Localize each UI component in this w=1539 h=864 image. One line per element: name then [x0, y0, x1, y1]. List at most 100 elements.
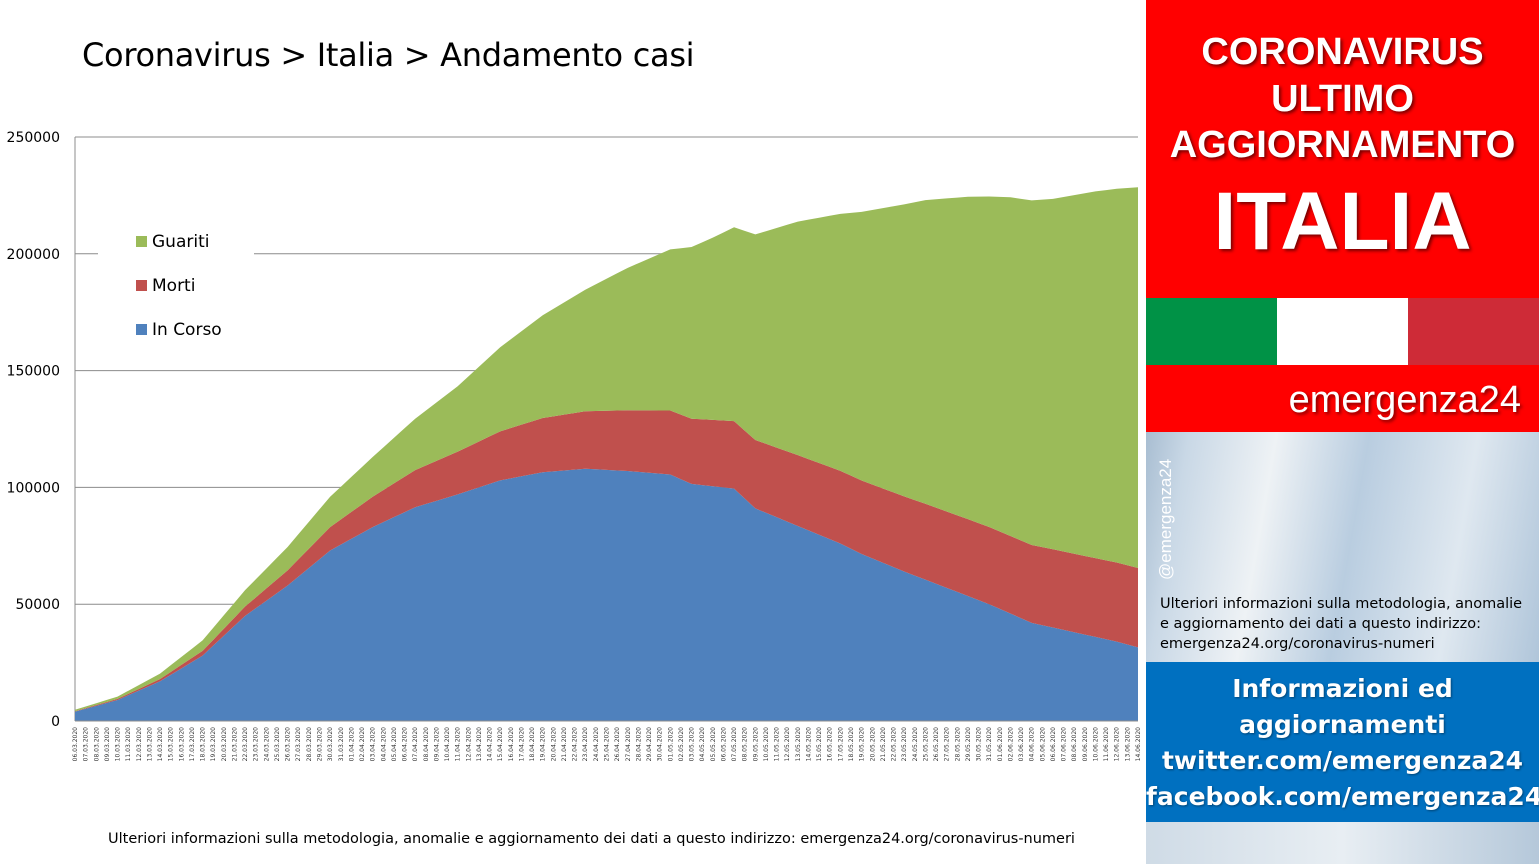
x-tick-label: 07.06.2020 [1061, 727, 1068, 762]
twitter-handle: @emergenza24 [1156, 458, 1175, 580]
x-tick-label: 29.04.2020 [646, 727, 653, 762]
legend-label: Morti [152, 276, 195, 296]
x-tick-label: 11.03.2020 [125, 727, 132, 762]
x-tick-label: 11.06.2020 [1103, 727, 1110, 762]
x-tick-label: 14.06.2020 [1135, 727, 1142, 762]
brand-bar: emergenza24 [1146, 365, 1539, 432]
x-tick-label: 19.04.2020 [540, 727, 547, 762]
legend-box [98, 218, 254, 346]
facebook-link[interactable]: facebook.com/emergenza24 [1146, 782, 1539, 811]
info-sidebar: CORONAVIRUS ULTIMO AGGIORNAMENTO ITALIA … [1146, 0, 1539, 864]
x-tick-label: 19.03.2020 [210, 727, 217, 762]
x-tick-label: 18.05.2020 [848, 727, 855, 762]
x-tick-label: 15.04.2020 [497, 727, 504, 762]
x-tick-label: 24.04.2020 [593, 727, 600, 762]
x-tick-label: 25.04.2020 [604, 727, 611, 762]
x-tick-label: 20.03.2020 [221, 727, 228, 762]
x-tick-label: 30.03.2020 [327, 727, 334, 762]
x-tick-label: 20.05.2020 [869, 727, 876, 762]
flag-green-band [1146, 298, 1277, 365]
y-tick-label: 100000 [7, 480, 60, 496]
x-tick-label: 25.03.2020 [274, 727, 281, 762]
x-tick-label: 14.04.2020 [487, 727, 494, 762]
y-tick-label: 0 [51, 714, 60, 730]
x-tick-label: 04.06.2020 [1029, 727, 1036, 762]
twitter-link[interactable]: twitter.com/emergenza24 [1161, 746, 1524, 775]
y-tick-label: 250000 [7, 130, 60, 146]
x-tick-label: 07.05.2020 [731, 727, 738, 762]
x-tick-label: 12.04.2020 [465, 727, 472, 762]
sidebar-note: Ulteriori informazioni sulla metodologia… [1160, 594, 1535, 654]
flag-white-band [1277, 298, 1408, 365]
x-tick-label: 02.06.2020 [1007, 727, 1014, 762]
x-tick-label: 17.05.2020 [837, 727, 844, 762]
y-tick-label: 50000 [15, 597, 60, 613]
x-tick-label: 05.04.2020 [391, 727, 398, 762]
headline-italia: ITALIA [1213, 176, 1472, 267]
x-tick-label: 04.05.2020 [699, 727, 706, 762]
x-tick-label: 08.05.2020 [742, 727, 749, 762]
x-tick-label: 28.05.2020 [954, 727, 961, 762]
x-tick-label: 02.04.2020 [359, 727, 366, 762]
legend-label: Guariti [152, 232, 209, 252]
x-tick-label: 21.04.2020 [561, 727, 568, 762]
x-tick-label: 13.06.2020 [1124, 727, 1131, 762]
sidebar-note-line: Ulteriori informazioni sulla metodologia… [1160, 596, 1523, 612]
x-tick-label: 10.06.2020 [1092, 727, 1099, 762]
x-tick-label: 07.04.2020 [412, 727, 419, 762]
footnote: Ulteriori informazioni sulla metodologia… [108, 831, 1075, 847]
x-tick-label: 27.03.2020 [295, 727, 302, 762]
x-tick-label: 23.04.2020 [582, 727, 589, 762]
area-morti [75, 410, 1138, 712]
x-tick-label: 03.05.2020 [689, 727, 696, 762]
headline-ultimo: ULTIMO [1271, 78, 1414, 120]
chart-title: Coronavirus > Italia > Andamento casi [82, 36, 695, 74]
background-strip [1146, 822, 1539, 864]
x-tick-label: 22.04.2020 [572, 727, 579, 762]
x-tick-label: 26.05.2020 [933, 727, 940, 762]
headline-block: CORONAVIRUS ULTIMO AGGIORNAMENTO ITALIA [1146, 0, 1539, 298]
x-tick-label: 16.03.2020 [178, 727, 185, 762]
x-tick-label: 17.04.2020 [518, 727, 525, 762]
x-tick-label: 28.03.2020 [306, 727, 313, 762]
x-tick-label: 21.03.2020 [231, 727, 238, 762]
x-tick-label: 10.04.2020 [444, 727, 451, 762]
x-tick-label: 02.05.2020 [678, 727, 685, 762]
x-tick-label: 15.05.2020 [816, 727, 823, 762]
y-tick-label: 150000 [7, 364, 60, 380]
x-tick-label: 22.05.2020 [891, 727, 898, 762]
sidebar-note-link[interactable]: emergenza24.org/coronavirus-numeri [1160, 636, 1435, 652]
legend-label: In Corso [152, 320, 222, 340]
x-tick-label: 18.03.2020 [200, 727, 207, 762]
x-tick-label: 11.04.2020 [455, 727, 462, 762]
info-links-block: Informazioni ed aggiornamenti twitter.co… [1146, 662, 1539, 822]
x-tick-label: 20.04.2020 [550, 727, 557, 762]
x-tick-label: 26.03.2020 [285, 727, 292, 762]
stacked-area-chart: 0 50000 100000 150000 200000 250000 06.03.2020… [7, 130, 1142, 762]
y-tick-label: 200000 [7, 247, 60, 263]
area-in-corso [75, 468, 1138, 721]
x-tick-label: 26.04.2020 [614, 727, 621, 762]
x-tick-label: 10.03.2020 [115, 727, 122, 762]
x-tick-label: 29.05.2020 [965, 727, 972, 762]
x-tick-label: 22.03.2020 [242, 727, 249, 762]
x-tick-label: 08.06.2020 [1071, 727, 1078, 762]
x-tick-label: 21.05.2020 [880, 727, 887, 762]
info-heading: Informazioni ed [1232, 674, 1453, 703]
x-tick-label: 05.06.2020 [1039, 727, 1046, 762]
x-tick-label: 01.06.2020 [997, 727, 1004, 762]
legend-swatch [136, 280, 147, 291]
x-tick-label: 15.03.2020 [168, 727, 175, 762]
x-tick-label: 06.05.2020 [720, 727, 727, 762]
x-tick-label: 16.05.2020 [827, 727, 834, 762]
x-tick-label: 03.04.2020 [370, 727, 377, 762]
brand-name: emergenza24 [1288, 379, 1521, 421]
x-tick-label: 23.05.2020 [901, 727, 908, 762]
x-tick-label: 30.04.2020 [657, 727, 664, 762]
x-tick-label: 09.04.2020 [433, 727, 440, 762]
x-tick-label: 09.06.2020 [1082, 727, 1089, 762]
x-tick-label: 09.05.2020 [752, 727, 759, 762]
x-tick-label: 17.03.2020 [189, 727, 196, 762]
x-tick-label: 18.04.2020 [529, 727, 536, 762]
x-tick-label: 27.05.2020 [944, 727, 951, 762]
